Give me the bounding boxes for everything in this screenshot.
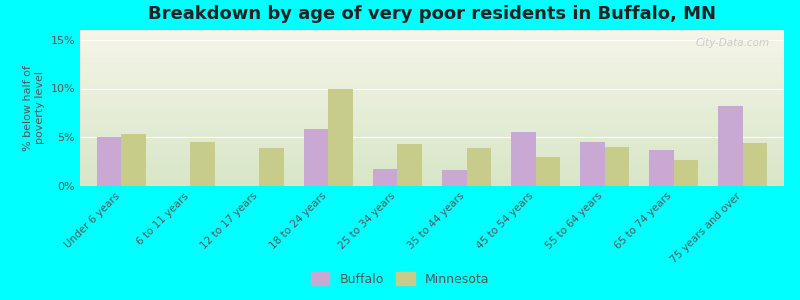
Bar	[674, 160, 698, 186]
Bar	[190, 142, 214, 186]
Bar	[605, 147, 629, 186]
Title: Breakdown by age of very poor residents in Buffalo, MN: Breakdown by age of very poor residents …	[148, 5, 716, 23]
Bar	[329, 88, 353, 186]
Legend: Buffalo, Minnesota: Buffalo, Minnesota	[306, 267, 494, 291]
Bar	[374, 169, 398, 186]
Bar	[580, 142, 605, 186]
Bar	[742, 143, 766, 186]
Bar	[650, 150, 674, 186]
Bar	[259, 148, 284, 186]
Bar	[535, 157, 560, 186]
Bar	[511, 132, 535, 186]
Bar	[122, 134, 146, 186]
Bar	[98, 137, 122, 186]
Bar	[466, 148, 490, 186]
Bar	[398, 144, 422, 186]
Text: City-Data.com: City-Data.com	[696, 38, 770, 48]
Y-axis label: % below half of
poverty level: % below half of poverty level	[23, 65, 45, 151]
Bar	[442, 170, 466, 186]
Bar	[718, 106, 742, 186]
Bar	[304, 129, 329, 186]
